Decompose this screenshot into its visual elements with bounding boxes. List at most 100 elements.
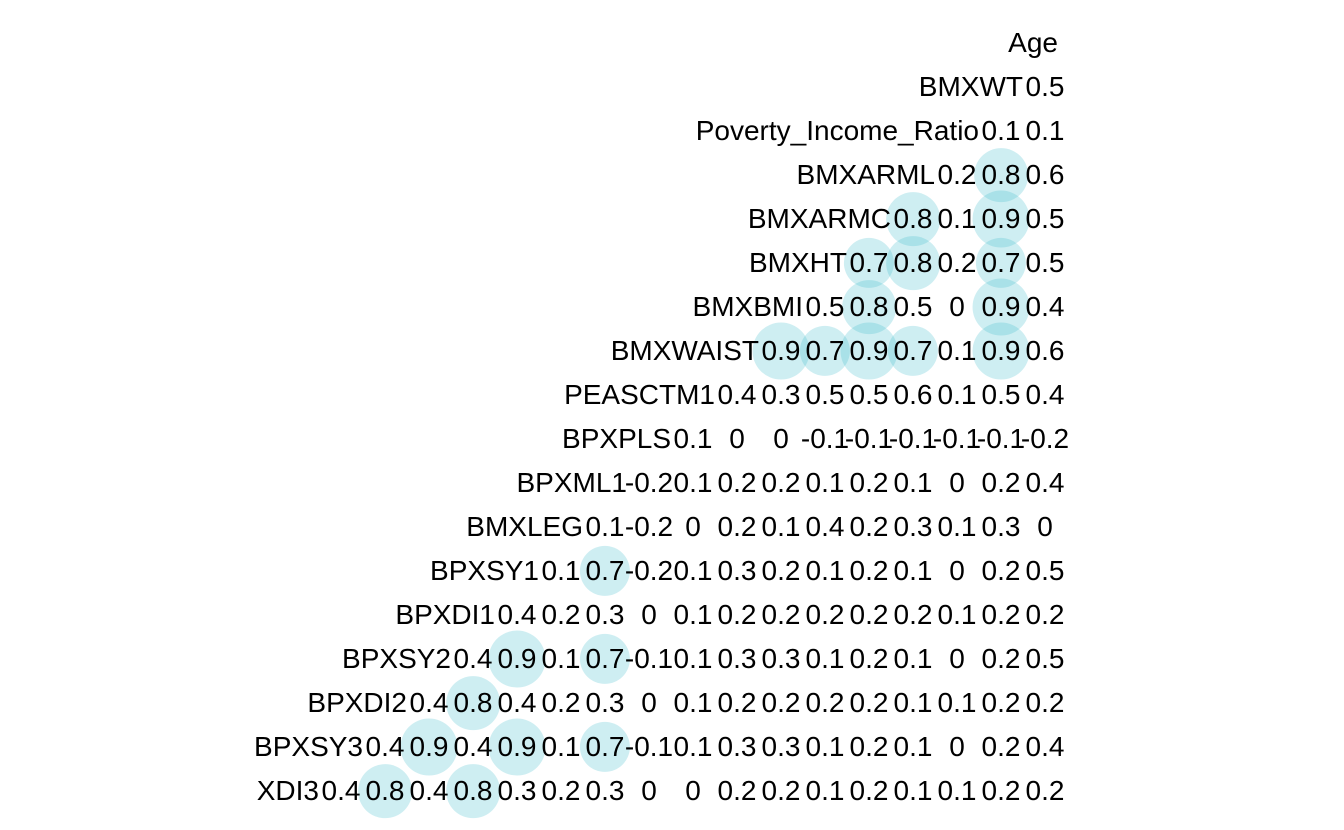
correlation-value: 0.1 bbox=[937, 599, 977, 630]
variable-label: BPXML1 bbox=[516, 467, 628, 498]
correlation-value: -0.2 bbox=[1020, 423, 1070, 454]
correlation-value: 0.4 bbox=[805, 511, 845, 542]
correlation-value: 0.2 bbox=[717, 467, 757, 498]
variable-label: BMXARMC bbox=[747, 203, 891, 234]
correlation-value: 0.9 bbox=[981, 203, 1021, 234]
variable-label: BPXSY3 bbox=[256, 731, 363, 762]
correlation-value: 0.6 bbox=[1025, 335, 1065, 366]
correlation-value: 0.3 bbox=[717, 555, 757, 586]
correlation-value: 0 bbox=[949, 643, 965, 674]
correlation-bubble bbox=[972, 322, 1030, 380]
correlation-value: 0.9 bbox=[849, 335, 889, 366]
correlation-bubble bbox=[975, 237, 1027, 289]
variable-label: Poverty_Income_Ratio bbox=[695, 115, 979, 146]
variable-label: BPXSY1 bbox=[430, 555, 539, 586]
correlation-value: 0.1 bbox=[981, 115, 1021, 146]
correlation-value: 0.7 bbox=[805, 335, 845, 366]
correlation-value: 0.7 bbox=[893, 335, 933, 366]
correlation-value: 0.1 bbox=[893, 643, 933, 674]
correlation-value: 0.5 bbox=[1025, 203, 1065, 234]
variable-label: BPXSY2 bbox=[342, 643, 451, 674]
correlation-value: 0.4 bbox=[453, 731, 493, 762]
variable-label: BMXLEG bbox=[466, 511, 583, 542]
correlation-value: 0 bbox=[641, 599, 657, 630]
correlation-value: 0.2 bbox=[981, 775, 1021, 806]
correlation-value: 0.1 bbox=[541, 731, 581, 762]
correlation-value: 0.1 bbox=[937, 203, 977, 234]
correlation-value: 0.2 bbox=[761, 687, 801, 718]
correlation-value: 0.2 bbox=[541, 599, 581, 630]
correlation-value: 0 bbox=[641, 775, 657, 806]
correlation-value: 0.2 bbox=[717, 599, 757, 630]
correlation-value: 0.8 bbox=[849, 291, 889, 322]
variable-labels-layer: Age BMXWT Poverty_Income_Ratio BMXARML BMXAR… bbox=[256, 0, 1344, 830]
correlation-value: 0.8 bbox=[453, 775, 493, 806]
correlation-value: 0.3 bbox=[893, 511, 933, 542]
variable-label: BMXHT bbox=[749, 247, 847, 278]
correlation-value: 0.2 bbox=[849, 467, 889, 498]
correlation-value: 0.1 bbox=[673, 687, 713, 718]
correlation-value: 0 bbox=[685, 775, 701, 806]
correlation-bubble bbox=[974, 148, 1028, 202]
correlation-value: 0.1 bbox=[673, 555, 713, 586]
correlation-value: 0.3 bbox=[717, 731, 757, 762]
correlation-value: 0.8 bbox=[453, 687, 493, 718]
correlation-value: 0.1 bbox=[937, 511, 977, 542]
correlation-value: 0.4 bbox=[1025, 291, 1065, 322]
correlation-value: 0.4 bbox=[409, 775, 449, 806]
correlation-value: 0.2 bbox=[981, 731, 1021, 762]
correlation-value: 0.8 bbox=[893, 203, 933, 234]
correlation-value: 0.2 bbox=[761, 775, 801, 806]
correlation-value: 0 bbox=[729, 423, 745, 454]
correlation-value: 0.1 bbox=[805, 555, 845, 586]
correlation-value: 0.1 bbox=[1025, 115, 1065, 146]
correlation-bubble bbox=[579, 721, 631, 773]
correlation-value: 0.2 bbox=[1025, 775, 1065, 806]
correlation-value: 0.1 bbox=[673, 643, 713, 674]
variable-label: BMXWAIST bbox=[610, 335, 759, 366]
correlation-value: 0.2 bbox=[761, 555, 801, 586]
correlation-value: 0.4 bbox=[1025, 731, 1065, 762]
correlation-bubble bbox=[752, 322, 810, 380]
correlation-bubble bbox=[400, 718, 458, 776]
correlation-value: 0.2 bbox=[761, 467, 801, 498]
correlation-value: 0.5 bbox=[805, 379, 845, 410]
correlation-value: 0.9 bbox=[497, 731, 537, 762]
correlation-value: -0.1 bbox=[888, 423, 938, 454]
correlation-value: 0.2 bbox=[893, 599, 933, 630]
correlation-value: 0.7 bbox=[981, 247, 1021, 278]
correlation-value: 0.1 bbox=[937, 687, 977, 718]
correlation-value: 0.5 bbox=[805, 291, 845, 322]
correlation-value: 0.9 bbox=[981, 291, 1021, 322]
variable-label: BPXDI3 bbox=[256, 775, 319, 806]
correlation-value: 0.2 bbox=[717, 687, 757, 718]
correlation-value: -0.1 bbox=[624, 643, 674, 674]
variable-label: BPXDI2 bbox=[307, 687, 407, 718]
correlation-value: 0 bbox=[685, 511, 701, 542]
variable-label: BMXARML bbox=[796, 159, 935, 190]
correlation-value: 0.2 bbox=[849, 555, 889, 586]
correlation-value: 0.4 bbox=[497, 599, 537, 630]
correlation-value: -0.1 bbox=[844, 423, 894, 454]
correlation-bubble bbox=[842, 280, 896, 334]
correlation-value: -0.1 bbox=[624, 731, 674, 762]
correlation-value: 0.1 bbox=[937, 379, 977, 410]
correlation-bubble bbox=[579, 545, 631, 597]
correlation-value: 0.2 bbox=[805, 599, 845, 630]
correlation-bubble bbox=[840, 322, 898, 380]
correlation-value: 0.9 bbox=[981, 335, 1021, 366]
variable-label: BMXWT bbox=[918, 71, 1023, 102]
correlation-value: 0.2 bbox=[849, 643, 889, 674]
correlation-value: 0.7 bbox=[585, 555, 625, 586]
correlation-value: 0.1 bbox=[805, 775, 845, 806]
correlation-value: 0.1 bbox=[893, 687, 933, 718]
correlation-bubble bbox=[488, 630, 546, 688]
correlation-value: 0.2 bbox=[1025, 687, 1065, 718]
correlation-value: 0.3 bbox=[981, 511, 1021, 542]
correlation-value: 0.5 bbox=[1025, 643, 1065, 674]
correlation-value: 0.5 bbox=[849, 379, 889, 410]
correlation-value: 0.1 bbox=[673, 467, 713, 498]
correlation-value: 0.4 bbox=[321, 775, 361, 806]
correlation-value: 0 bbox=[949, 731, 965, 762]
